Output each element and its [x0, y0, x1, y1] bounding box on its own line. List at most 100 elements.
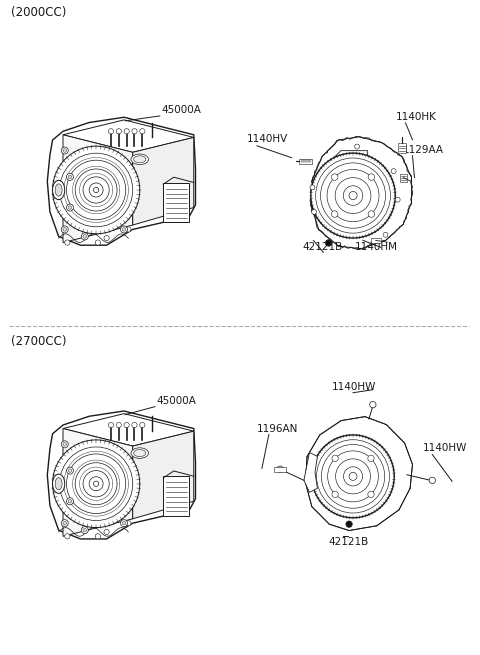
Text: (2700CC): (2700CC): [12, 335, 67, 348]
Ellipse shape: [55, 184, 62, 196]
Circle shape: [104, 529, 109, 534]
Text: 1140HW: 1140HW: [332, 382, 377, 392]
Ellipse shape: [55, 477, 62, 490]
Circle shape: [63, 521, 67, 525]
Text: 42121B: 42121B: [328, 537, 369, 547]
Text: 1196AN: 1196AN: [257, 424, 299, 434]
Circle shape: [332, 491, 338, 498]
Circle shape: [126, 521, 131, 526]
Circle shape: [278, 468, 282, 471]
Bar: [400, 174, 407, 181]
Ellipse shape: [131, 448, 148, 458]
Circle shape: [383, 233, 388, 237]
Polygon shape: [63, 414, 194, 446]
Circle shape: [68, 469, 72, 472]
Ellipse shape: [131, 154, 148, 164]
Polygon shape: [63, 135, 133, 242]
Polygon shape: [311, 137, 411, 249]
Polygon shape: [133, 138, 194, 225]
Circle shape: [120, 226, 128, 233]
Circle shape: [68, 206, 72, 209]
Circle shape: [108, 422, 114, 428]
Circle shape: [61, 147, 68, 154]
Circle shape: [325, 240, 332, 246]
Circle shape: [116, 128, 121, 134]
Circle shape: [312, 435, 394, 518]
Polygon shape: [63, 120, 194, 153]
Text: 1140HW: 1140HW: [422, 443, 467, 453]
Circle shape: [391, 168, 396, 174]
Circle shape: [63, 443, 67, 446]
Circle shape: [331, 211, 338, 217]
Circle shape: [429, 477, 435, 483]
Circle shape: [132, 422, 137, 428]
Circle shape: [126, 227, 131, 232]
Bar: [163, 476, 190, 515]
Circle shape: [63, 149, 67, 153]
Circle shape: [277, 466, 283, 472]
Ellipse shape: [133, 156, 146, 163]
Ellipse shape: [133, 449, 146, 457]
Polygon shape: [133, 431, 194, 519]
Circle shape: [81, 233, 88, 240]
Text: 1140HK: 1140HK: [396, 112, 436, 122]
Circle shape: [68, 175, 72, 179]
Circle shape: [61, 441, 68, 448]
Circle shape: [67, 498, 73, 505]
Text: 1129AA: 1129AA: [403, 145, 444, 155]
Circle shape: [368, 174, 375, 180]
Circle shape: [67, 174, 73, 180]
Circle shape: [68, 500, 72, 503]
Circle shape: [122, 228, 126, 231]
Circle shape: [52, 440, 140, 527]
Circle shape: [67, 204, 73, 211]
Circle shape: [395, 197, 400, 202]
Circle shape: [311, 153, 395, 238]
Polygon shape: [324, 151, 368, 179]
Circle shape: [140, 422, 145, 428]
Circle shape: [124, 422, 129, 428]
Text: 45000A: 45000A: [162, 105, 202, 115]
Circle shape: [120, 519, 128, 527]
Circle shape: [65, 534, 70, 539]
Circle shape: [370, 402, 376, 408]
Circle shape: [63, 228, 67, 231]
Polygon shape: [63, 428, 133, 536]
Circle shape: [140, 128, 145, 134]
Circle shape: [132, 128, 137, 134]
Circle shape: [312, 210, 316, 214]
Circle shape: [331, 174, 338, 180]
Circle shape: [332, 455, 338, 462]
Circle shape: [83, 234, 86, 238]
Text: (2000CC): (2000CC): [12, 7, 67, 20]
Circle shape: [95, 534, 100, 539]
Circle shape: [61, 519, 68, 527]
Circle shape: [368, 211, 375, 217]
Polygon shape: [304, 453, 317, 493]
Circle shape: [81, 527, 88, 534]
Circle shape: [355, 144, 360, 149]
Circle shape: [122, 521, 126, 525]
Bar: [371, 238, 381, 243]
Circle shape: [61, 226, 68, 233]
Circle shape: [67, 467, 73, 474]
Circle shape: [95, 240, 100, 245]
Bar: [274, 467, 287, 472]
Circle shape: [346, 521, 352, 527]
Circle shape: [124, 128, 129, 134]
Ellipse shape: [52, 180, 65, 200]
Circle shape: [310, 185, 315, 190]
Circle shape: [116, 422, 121, 428]
Bar: [300, 159, 312, 164]
Ellipse shape: [52, 474, 65, 493]
Text: 45000A: 45000A: [157, 396, 197, 405]
Circle shape: [108, 128, 114, 134]
Circle shape: [52, 146, 140, 234]
Polygon shape: [305, 417, 412, 531]
Text: 42121B: 42121B: [302, 242, 343, 252]
Text: 1140HM: 1140HM: [355, 242, 398, 252]
Bar: [398, 143, 406, 153]
Circle shape: [65, 240, 70, 245]
Text: 1140HV: 1140HV: [247, 134, 288, 144]
Circle shape: [83, 529, 86, 532]
